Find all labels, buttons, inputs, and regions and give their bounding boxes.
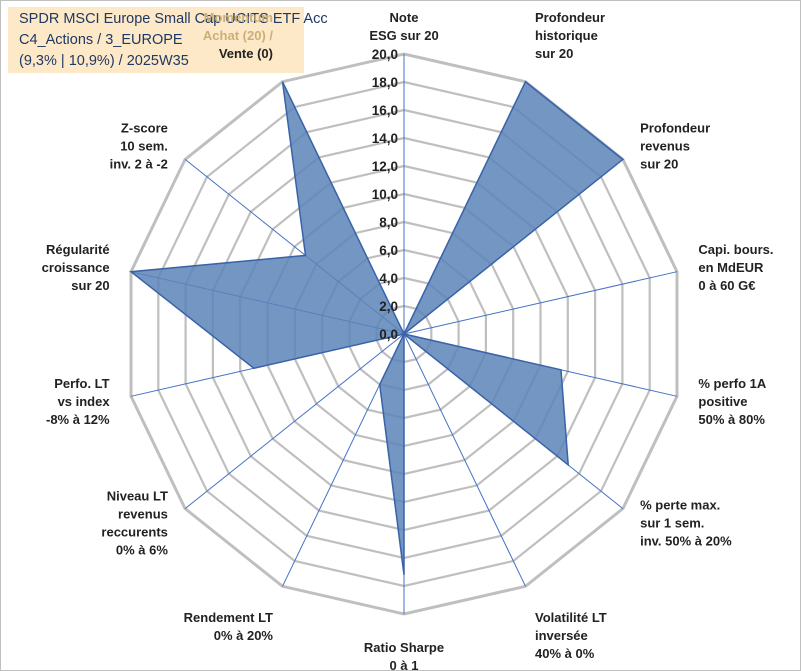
tick-label: 14,0 (372, 131, 398, 146)
tick-label: 16,0 (372, 103, 398, 118)
tick-label: 10,0 (372, 187, 398, 202)
chart-title-box: SPDR MSCI Europe Small Cap UCITS ETF Acc… (8, 7, 328, 73)
axis-label-5: % perte max. sur 1 sem. inv. 50% à 20% (640, 497, 732, 548)
axis-spoke-3 (403, 271, 678, 335)
axis-label-4: % perfo 1A positive 50% à 80% (698, 376, 767, 427)
axis-label-3: Capi. bours. en MdEUR 0 à 60 G€ (698, 242, 773, 293)
fund-name: SPDR MSCI Europe Small Cap UCITS ETF Acc (19, 11, 328, 27)
axis-label-1: Profondeur historique sur 20 (535, 10, 605, 61)
axis-label-7: Ratio Sharpe 0 à 1 (364, 640, 444, 670)
axis-spoke-9 (184, 333, 405, 509)
tick-label: 0,0 (379, 327, 398, 342)
axis-label-2: Profondeur revenus sur 20 (640, 121, 710, 172)
axis-label-8: Rendement LT 0% à 20% (184, 610, 274, 643)
tick-label: 18,0 (372, 75, 398, 90)
tick-label: 6,0 (379, 243, 398, 258)
tick-label: 12,0 (372, 159, 398, 174)
tick-label: 20,0 (372, 47, 398, 62)
tick-label: 4,0 (379, 271, 398, 286)
fund-category: C4_Actions / 3_EUROPE (19, 32, 183, 48)
data-series-area (129, 80, 625, 575)
axis-label-0: Note ESG sur 20 (369, 10, 438, 43)
tick-label: 2,0 (379, 299, 398, 314)
axis-spoke-6 (403, 333, 526, 587)
axis-label-12: Z-score 10 sem. inv. 2 à -2 (110, 121, 168, 172)
axis-label-11: Régularité croissance sur 20 (42, 242, 110, 293)
tick-label: 8,0 (379, 215, 398, 230)
axis-label-6: Volatilité LT inversée 40% à 0% (535, 610, 607, 661)
axis-label-9: Niveau LT revenus reccurents 0% à 6% (101, 488, 168, 557)
axis-label-13: Momentum Achat (20) / Vente (0) (203, 10, 273, 61)
fund-performance-week: (9,3% | 10,9%) / 2025W35 (19, 53, 189, 69)
axis-label-10: Perfo. LT vs index -8% à 12% (46, 376, 110, 427)
